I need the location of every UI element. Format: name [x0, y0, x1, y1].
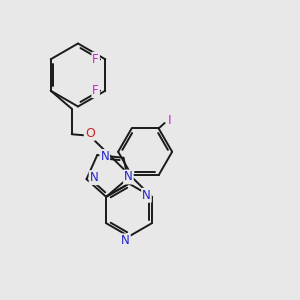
- Text: N: N: [121, 234, 130, 248]
- Text: O: O: [85, 127, 95, 140]
- Text: N: N: [124, 170, 133, 184]
- Text: N: N: [90, 171, 98, 184]
- Text: N: N: [100, 150, 109, 163]
- Text: F: F: [92, 84, 99, 97]
- Text: F: F: [92, 53, 99, 66]
- Text: N: N: [142, 189, 151, 202]
- Text: I: I: [168, 113, 172, 127]
